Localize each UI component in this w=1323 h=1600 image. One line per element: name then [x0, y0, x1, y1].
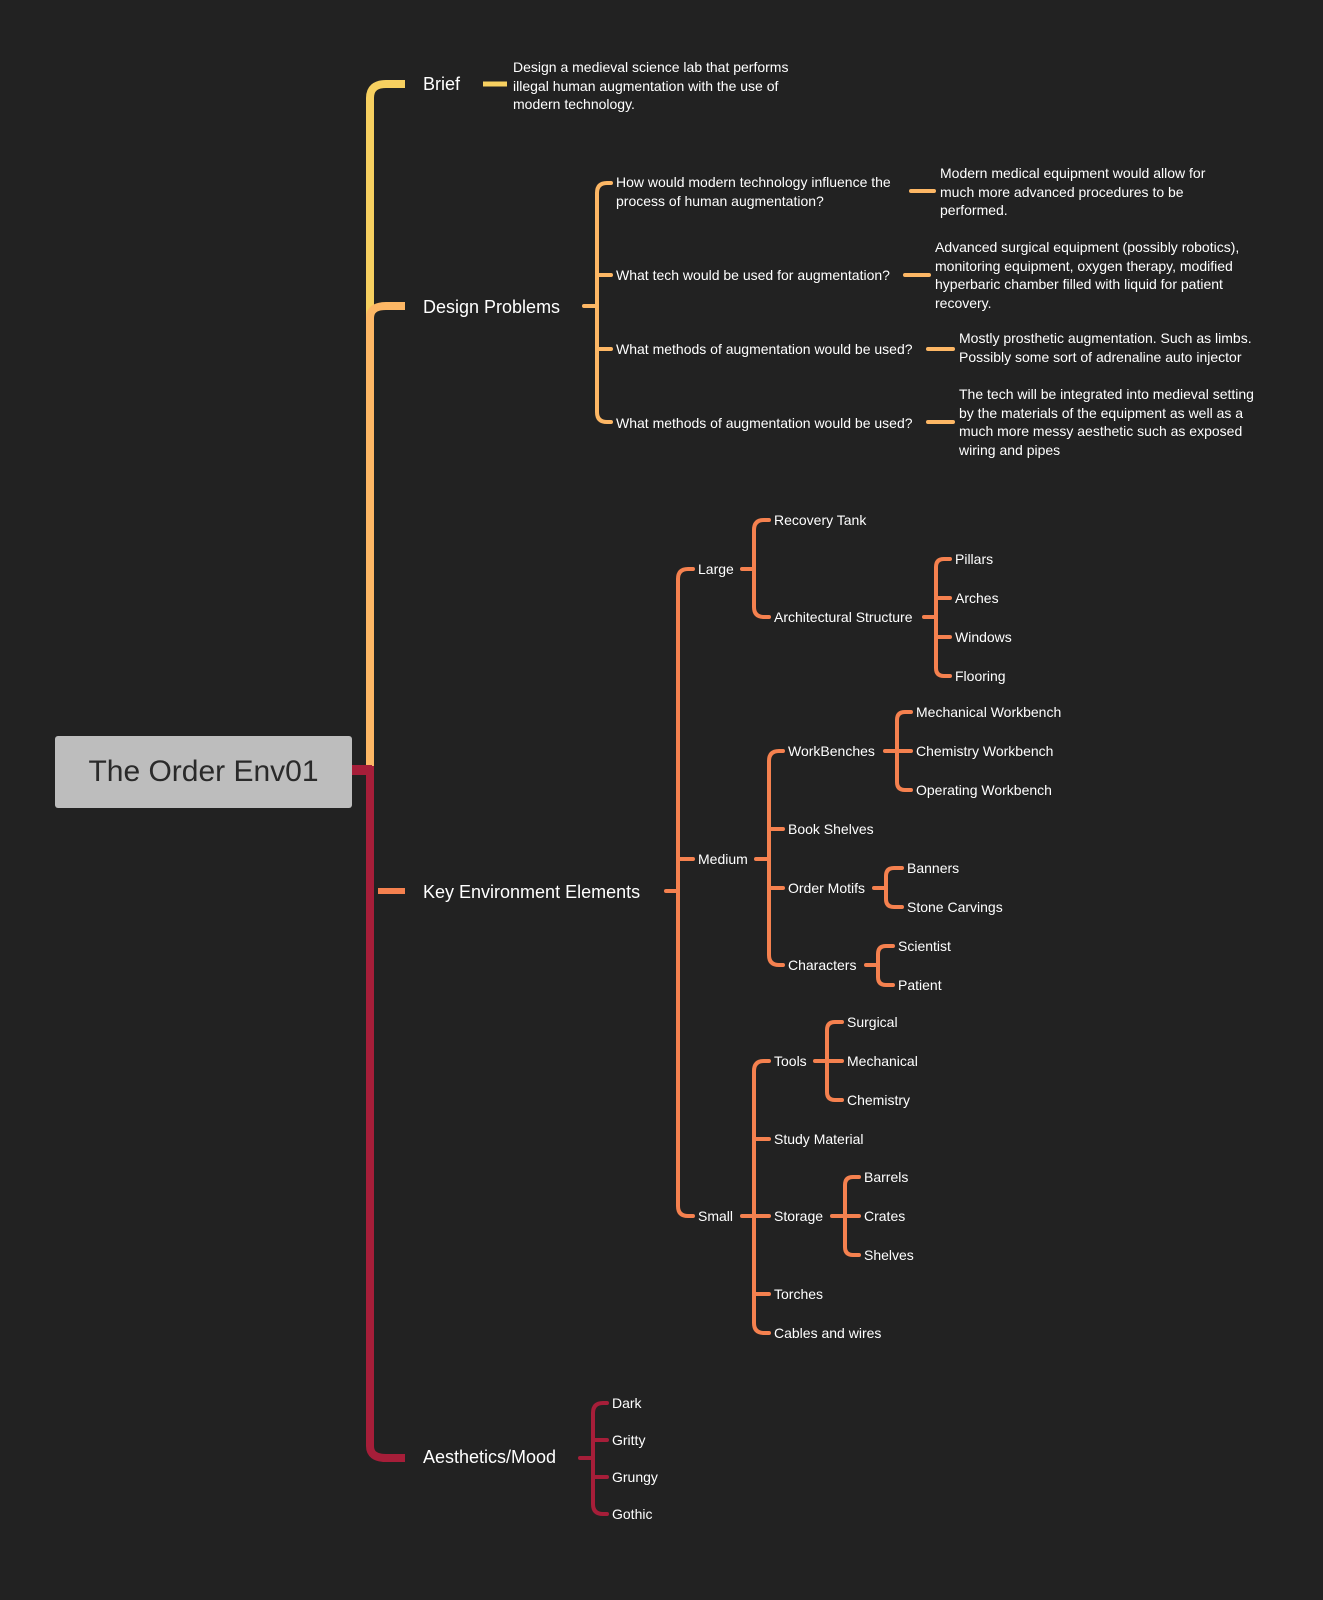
storage-bracket-hook-2 — [843, 1245, 861, 1257]
brief-detail[interactable]: Design a medieval science lab that perfo… — [513, 59, 789, 112]
node-cables-and-wires[interactable]: Cables and wires — [774, 1325, 882, 1341]
node-chemistry[interactable]: Chemistry — [847, 1092, 911, 1108]
answer-2[interactable]: Advanced surgical equipment (possibly ro… — [935, 239, 1240, 311]
root-title: The Order Env01 — [88, 755, 319, 788]
storage-bracket-hook-0 — [843, 1175, 861, 1187]
answer-4[interactable]: The tech will be integrated into medieva… — [959, 386, 1254, 458]
tools-bracket-hook-0 — [825, 1020, 844, 1032]
node-dark[interactable]: Dark — [612, 1395, 642, 1411]
root-node[interactable]: The Order Env01 — [55, 736, 352, 808]
node-mechanical-workbench[interactable]: Mechanical Workbench — [916, 704, 1062, 720]
workbench-bracket-hook-0 — [895, 710, 913, 722]
answer-1[interactable]: Modern medical equipment would allow for… — [940, 165, 1206, 218]
node-gritty[interactable]: Gritty — [612, 1432, 646, 1448]
arch-bracket-hook-0 — [934, 557, 952, 569]
key-bracket-hook-0 — [676, 567, 695, 581]
node-operating-workbench[interactable]: Operating Workbench — [916, 782, 1052, 798]
characters-bracket-hook-0 — [876, 944, 895, 956]
large-bracket-hook-0 — [752, 518, 771, 532]
question-1[interactable]: How would modern technology influence th… — [616, 174, 891, 209]
node-study-material[interactable]: Study Material — [774, 1131, 864, 1147]
key-bracket-hook-2 — [676, 1204, 695, 1218]
question-4[interactable]: What methods of augmentation would be us… — [616, 415, 913, 431]
node-small[interactable]: Small — [698, 1208, 734, 1224]
answer-3[interactable]: Mostly prosthetic augmentation. Such as … — [959, 330, 1252, 365]
node-grungy[interactable]: Grungy — [612, 1469, 658, 1485]
node-scientist[interactable]: Scientist — [898, 938, 951, 954]
node-pillars[interactable]: Pillars — [955, 551, 994, 567]
design-bracket-hook-0 — [595, 181, 613, 195]
large-bracket-hook-1 — [752, 605, 771, 619]
node-banners[interactable]: Banners — [907, 860, 960, 876]
small-bracket-hook-4 — [752, 1321, 771, 1335]
node-characters[interactable]: Characters — [788, 957, 857, 973]
node-workbenches[interactable]: WorkBenches — [788, 743, 875, 759]
node-shelves[interactable]: Shelves — [864, 1247, 914, 1263]
node-mechanical[interactable]: Mechanical — [847, 1053, 918, 1069]
branch-brief[interactable]: Brief — [423, 74, 461, 94]
node-windows[interactable]: Windows — [955, 629, 1012, 645]
node-order-motifs[interactable]: Order Motifs — [788, 880, 866, 896]
tools-bracket-hook-2 — [825, 1090, 844, 1102]
trunk-aesthetics — [366, 766, 405, 1462]
motifs-bracket-hook-1 — [884, 897, 904, 909]
aesthetics-bracket-hook-3 — [591, 1502, 609, 1516]
node-storage[interactable]: Storage — [774, 1208, 824, 1224]
design-bracket-hook-3 — [595, 410, 613, 424]
node-medium[interactable]: Medium — [698, 851, 748, 867]
node-surgical[interactable]: Surgical — [847, 1014, 898, 1030]
branch-aesthetics-mood[interactable]: Aesthetics/Mood — [423, 1447, 557, 1467]
question-2[interactable]: What tech would be used for augmentation… — [616, 267, 890, 283]
node-gothic[interactable]: Gothic — [612, 1506, 653, 1522]
node-tools[interactable]: Tools — [774, 1053, 807, 1069]
motifs-bracket-hook-0 — [884, 866, 904, 878]
workbench-bracket-hook-2 — [895, 780, 913, 792]
question-3[interactable]: What methods of augmentation would be us… — [616, 341, 913, 357]
medium-bracket-hook-3 — [767, 953, 785, 967]
node-flooring[interactable]: Flooring — [955, 668, 1006, 684]
node-patient[interactable]: Patient — [898, 977, 942, 993]
arch-bracket-hook-3 — [934, 666, 952, 678]
node-torches[interactable]: Torches — [774, 1286, 824, 1302]
node-barrels[interactable]: Barrels — [864, 1169, 909, 1185]
trunk-brief — [366, 80, 405, 766]
node-crates[interactable]: Crates — [864, 1208, 906, 1224]
node-recovery-tank[interactable]: Recovery Tank — [774, 512, 867, 528]
branch-design-problems[interactable]: Design Problems — [423, 297, 561, 317]
small-bracket-hook-0 — [752, 1059, 771, 1073]
node-architectural-structure[interactable]: Architectural Structure — [774, 609, 913, 625]
aesthetics-bracket-hook-0 — [591, 1401, 609, 1415]
node-book-shelves[interactable]: Book Shelves — [788, 821, 874, 837]
characters-bracket-hook-1 — [876, 975, 895, 987]
branch-key-environment-elements[interactable]: Key Environment Elements — [423, 882, 641, 902]
node-arches[interactable]: Arches — [955, 590, 999, 606]
trunk-design — [366, 302, 405, 766]
node-large[interactable]: Large — [698, 561, 734, 577]
medium-bracket-hook-0 — [767, 749, 785, 763]
node-chemistry-workbench[interactable]: Chemistry Workbench — [916, 743, 1054, 759]
node-stone-carvings[interactable]: Stone Carvings — [907, 899, 1003, 915]
